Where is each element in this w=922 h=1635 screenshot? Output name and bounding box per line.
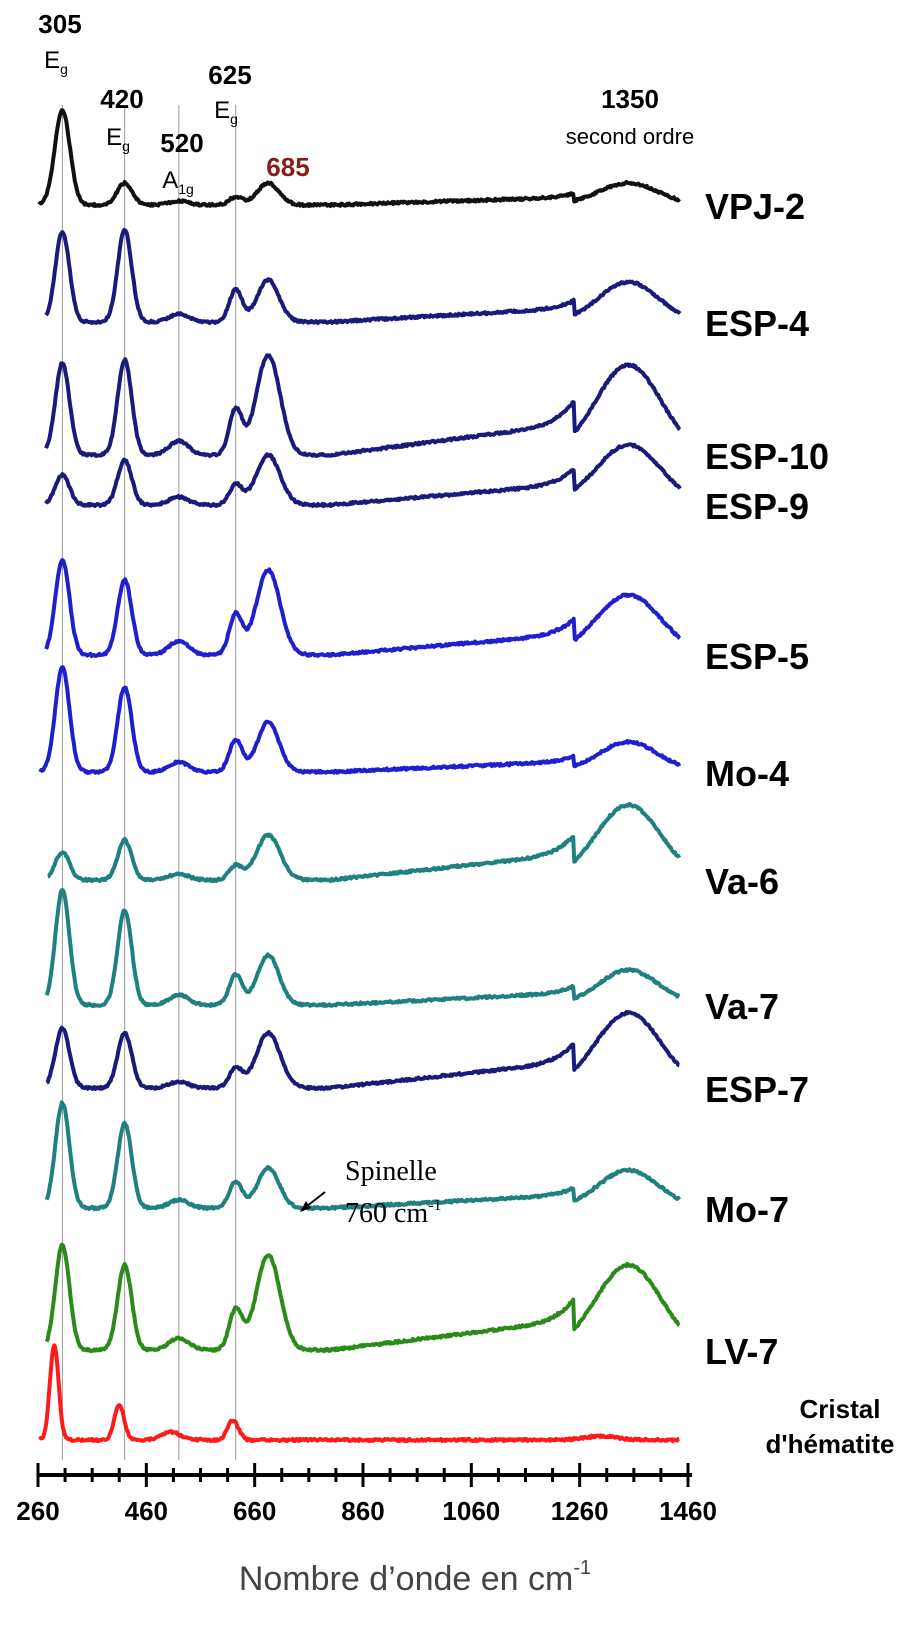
series-label-lv-7: LV-7 [705,1331,778,1372]
x-tick-label-460: 460 [125,1496,168,1526]
series-line-mo-7 [44,1100,681,1212]
spectra-series [37,108,682,1444]
series-label-mo-7: Mo-7 [705,1189,789,1230]
peak-mode-1350: second ordre [566,124,694,149]
annotation-arrowhead [300,1201,311,1212]
x-tick-label-1260: 1260 [551,1496,609,1526]
series-labels: VPJ-2 ESP-4 ESP-10 ESP-9 ESP-5 Mo-4 Va-6 Va-7 ES… [705,186,894,1459]
peak-label-420: 420 [100,84,143,114]
x-tick-label-1060: 1060 [442,1496,500,1526]
x-axis-label: Nombre d’onde en cm-1 [239,1557,591,1598]
series-label-va-7: Va-7 [705,986,779,1027]
series-line-esp-4 [44,227,682,325]
peak-label-685: 685 [266,152,309,182]
spinelle-annotation: Spinelle 760 cm-1 [300,1156,442,1229]
series-label-va-6: Va-6 [705,861,779,902]
peak-reference-lines [61,105,237,1460]
series-label-esp-7: ESP-7 [705,1069,809,1110]
series-line-mo-4 [38,665,682,775]
x-tick-label-1460: 1460 [659,1496,717,1526]
series-line-esp-9 [44,442,682,509]
x-axis: 260 460 660 860 1060 1260 1460 Nombre d’onde en… [16,1463,717,1598]
series-line-esp-10 [44,353,682,458]
peak-labels: 305 Eg 420 Eg 520 A1g 625 Eg 685 1350 second ordre [38,9,694,197]
series-label-vpj-2: VPJ-2 [705,186,805,227]
series-label-esp-10: ESP-10 [705,436,829,477]
series-line-vpj-2 [37,108,681,208]
series-label-hematite: d'hématite [766,1429,895,1459]
series-label-cristal: Cristal [800,1394,881,1424]
x-tick-label-660: 660 [233,1496,276,1526]
annotation-text-2: 760 cm-1 [345,1197,442,1229]
series-line-cristal [38,1343,681,1444]
peak-mode-520: A1g [162,167,194,197]
x-tick-label-860: 860 [341,1496,384,1526]
series-label-mo-4: Mo-4 [705,753,789,794]
peak-label-305: 305 [38,9,81,39]
peak-mode-305: Eg [44,47,68,77]
series-line-lv-7 [44,1242,681,1354]
peak-mode-625: Eg [214,97,238,127]
peak-mode-420: Eg [106,124,130,154]
series-line-esp-7 [45,1010,681,1092]
x-tick-label-260: 260 [16,1496,59,1526]
annotation-text: Spinelle [345,1156,437,1187]
peak-label-1350: 1350 [601,84,659,114]
series-line-va-6 [46,802,682,883]
peak-label-625: 625 [208,60,251,90]
series-label-esp-9: ESP-9 [705,486,809,527]
peak-label-520: 520 [160,128,203,158]
series-label-esp-5: ESP-5 [705,636,809,677]
series-line-va-7 [44,888,681,1009]
series-line-esp-5 [44,558,682,658]
series-label-esp-4: ESP-4 [705,303,809,344]
